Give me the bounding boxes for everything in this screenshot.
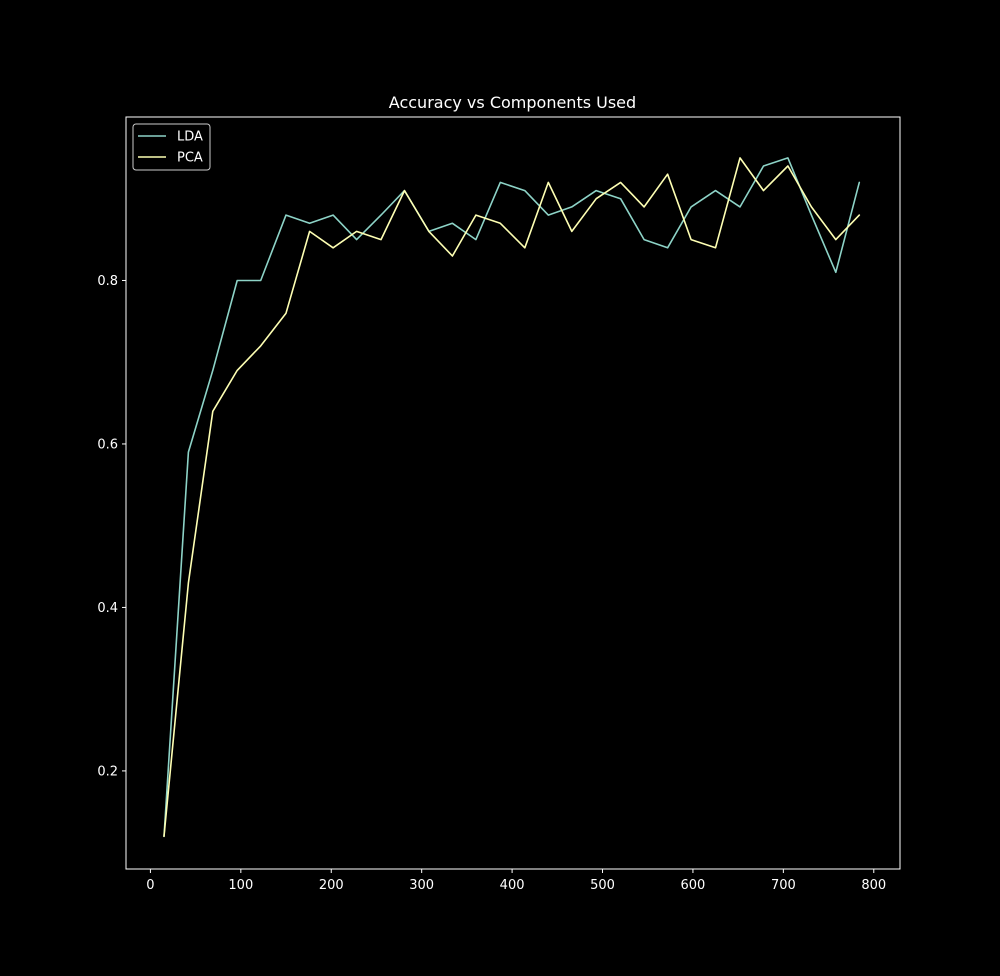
legend-label-pca: PCA [177,151,203,166]
series-line-lda [163,157,861,838]
y-tick-label: 0.8 [97,274,118,289]
x-tick-label: 200 [319,878,344,893]
chart-title: Accuracy vs Components Used [389,93,636,112]
y-tick-label: 0.4 [97,601,118,616]
series-line-pca [163,157,861,838]
x-tick-label: 100 [228,878,253,893]
plot-area [163,157,861,838]
x-tick-label: 300 [409,878,434,893]
x-tick-label: 700 [771,878,796,893]
x-tick-label: 400 [500,878,525,893]
x-tick-label: 800 [861,878,886,893]
y-tick-label: 0.6 [97,437,118,452]
x-tick-label: 600 [681,878,706,893]
x-tick-label: 0 [146,878,154,893]
legend: LDA PCA [132,123,211,171]
axes: 0 100 200 300 400 500 600 700 800 0.2 0.4 0.6 0.8 [97,116,901,893]
plot-frame [125,116,901,870]
y-tick-label: 0.2 [97,764,118,779]
legend-label-lda: LDA [177,130,203,145]
x-tick-label: 500 [590,878,615,893]
